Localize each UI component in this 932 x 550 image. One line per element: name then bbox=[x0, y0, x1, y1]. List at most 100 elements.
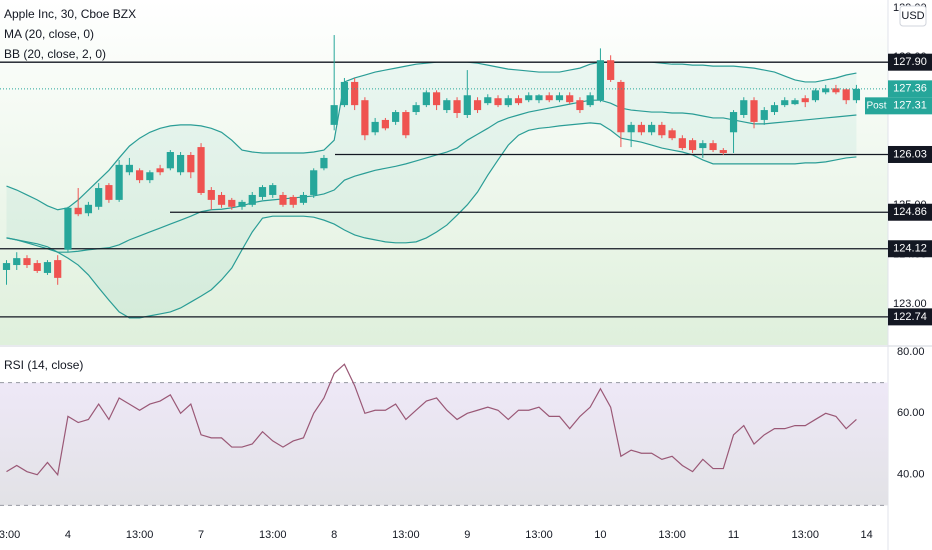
candle-body bbox=[330, 105, 338, 125]
candle-body bbox=[340, 81, 349, 106]
candle-body bbox=[238, 201, 246, 207]
candle-body bbox=[54, 260, 62, 278]
last-price-label: 127.36 bbox=[893, 83, 927, 95]
candle-body bbox=[494, 98, 502, 106]
candle-body bbox=[658, 124, 666, 136]
candle-body bbox=[136, 170, 144, 181]
candle-body bbox=[607, 60, 615, 80]
candle-body bbox=[842, 89, 850, 101]
candle-body bbox=[258, 187, 267, 197]
x-tick-label: 13:00 bbox=[126, 529, 154, 541]
candle-body bbox=[299, 194, 308, 203]
candle-body bbox=[596, 60, 605, 101]
rsi-plot bbox=[0, 363, 888, 506]
x-tick-label: 13:00 bbox=[791, 529, 819, 541]
rsi-tick-label: 40.00 bbox=[897, 469, 925, 481]
candle-body bbox=[125, 164, 133, 173]
candle-body bbox=[248, 194, 256, 205]
candle-body bbox=[463, 95, 471, 115]
candle-body bbox=[64, 207, 72, 250]
x-tick-label: 7 bbox=[198, 529, 204, 541]
candle-body bbox=[269, 185, 277, 195]
candle-body bbox=[811, 90, 820, 101]
candle-body bbox=[668, 130, 676, 139]
candle-body bbox=[791, 100, 799, 105]
candle-body bbox=[33, 263, 41, 271]
candle-body bbox=[586, 95, 594, 106]
x-tick-label: 13:00 bbox=[525, 529, 553, 541]
level-label: 127.90 bbox=[893, 56, 927, 68]
legend-ma: MA (20, close, 0) bbox=[4, 27, 94, 41]
candle-body bbox=[617, 81, 625, 133]
x-tick-label: 4 bbox=[65, 529, 71, 541]
x-tick-label: 10 bbox=[594, 529, 606, 541]
candle-body bbox=[678, 138, 686, 149]
level-label-box bbox=[888, 145, 932, 163]
candle-body bbox=[156, 168, 164, 173]
candle-body bbox=[310, 170, 318, 195]
candle-body bbox=[176, 154, 185, 173]
candle-body bbox=[361, 100, 369, 136]
candle-body bbox=[166, 152, 174, 169]
candle-body bbox=[750, 100, 758, 122]
x-tick-label: 13:00 bbox=[259, 529, 287, 541]
x-tick-label: 13:00 bbox=[0, 529, 20, 541]
rsi-tick-label: 60.00 bbox=[897, 407, 925, 419]
candle-body bbox=[2, 263, 11, 270]
level-label: 122.74 bbox=[893, 311, 927, 323]
post-price-box bbox=[888, 97, 932, 115]
candle-body bbox=[535, 95, 543, 101]
candle-body bbox=[545, 95, 553, 101]
candle-body bbox=[187, 154, 195, 173]
candle-body bbox=[432, 92, 441, 106]
rsi-band bbox=[0, 382, 888, 506]
level-label: 124.86 bbox=[893, 206, 927, 218]
candle-body bbox=[566, 95, 574, 103]
rsi-tick-label: 80.00 bbox=[897, 346, 925, 358]
post-tag: Post bbox=[866, 100, 886, 111]
chart-title: Apple Inc, 30, Cboe BZX bbox=[4, 7, 136, 21]
candle-body bbox=[289, 196, 297, 205]
candle-body bbox=[279, 194, 287, 205]
post-tag-box bbox=[865, 97, 888, 115]
candle-body bbox=[146, 172, 154, 181]
candle-body bbox=[484, 97, 492, 104]
candle-body bbox=[822, 88, 830, 93]
candle-body bbox=[555, 95, 564, 101]
candle-body bbox=[740, 100, 748, 115]
x-tick-label: 11 bbox=[728, 529, 739, 541]
candle-body bbox=[801, 98, 809, 103]
post-price-label: 127.31 bbox=[893, 100, 927, 112]
candle-body bbox=[514, 98, 523, 104]
candle-body bbox=[412, 105, 420, 113]
candle-body bbox=[453, 100, 461, 114]
candle-body bbox=[381, 119, 389, 129]
candle-body bbox=[115, 164, 123, 200]
candle-body bbox=[43, 262, 52, 273]
candle-body bbox=[729, 112, 738, 133]
candle-body bbox=[351, 81, 359, 106]
candle-body bbox=[525, 95, 533, 101]
rsi-line bbox=[6, 363, 857, 477]
candle-body bbox=[84, 204, 93, 214]
candle-body bbox=[576, 100, 584, 111]
x-tick-label: 9 bbox=[464, 529, 470, 541]
candle-body bbox=[217, 194, 226, 205]
x-tick-label: 13:00 bbox=[392, 529, 420, 541]
legend-bb: BB (20, close, 2, 0) bbox=[4, 47, 106, 61]
candle-body bbox=[770, 105, 779, 113]
candle-body bbox=[719, 150, 727, 154]
candle-body bbox=[392, 112, 400, 122]
candle-body bbox=[832, 88, 840, 93]
candle-body bbox=[105, 185, 113, 200]
currency-box[interactable] bbox=[899, 5, 927, 27]
candle-body bbox=[852, 88, 861, 101]
candle-body bbox=[95, 188, 103, 207]
candle-body bbox=[74, 207, 82, 215]
currency[interactable]: USD bbox=[901, 10, 924, 22]
candle-body bbox=[23, 258, 31, 266]
candle-body bbox=[371, 121, 379, 133]
candle-body bbox=[688, 140, 697, 151]
level-label-box bbox=[888, 203, 932, 221]
